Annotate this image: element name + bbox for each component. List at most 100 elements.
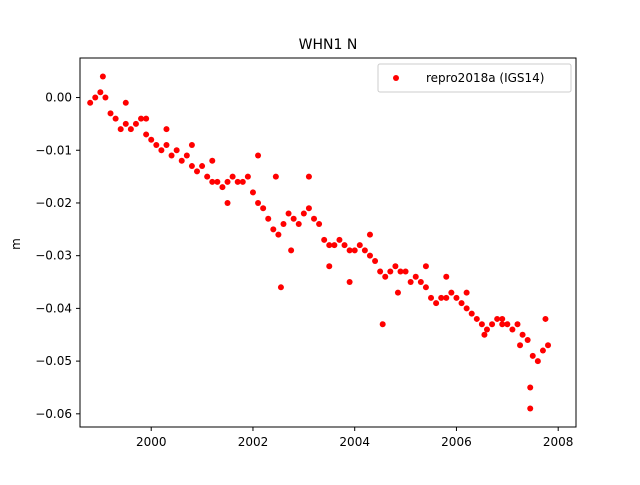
data-point — [534, 358, 541, 365]
data-point — [127, 126, 134, 133]
data-point — [143, 131, 150, 138]
data-point — [265, 215, 272, 222]
data-point — [270, 226, 277, 233]
data-point — [214, 178, 221, 185]
data-point — [387, 268, 394, 275]
data-point — [255, 199, 262, 206]
data-points — [87, 73, 552, 412]
data-point — [163, 141, 170, 148]
data-point — [249, 189, 256, 196]
data-point — [458, 300, 465, 307]
data-point — [316, 221, 323, 228]
data-point — [132, 120, 139, 127]
y-tick-label: −0.03 — [35, 249, 72, 263]
data-point — [382, 273, 389, 280]
data-point — [545, 342, 552, 349]
data-point — [438, 294, 445, 301]
data-point — [402, 268, 409, 275]
data-point — [478, 321, 485, 328]
data-point — [183, 152, 190, 159]
x-tick-label: 2008 — [543, 435, 574, 449]
data-point — [285, 210, 292, 217]
data-point — [224, 199, 231, 206]
data-point — [422, 284, 429, 291]
data-point — [224, 178, 231, 185]
x-tick-label: 2006 — [441, 435, 472, 449]
legend: repro2018a (IGS14) — [377, 63, 572, 93]
legend-label: repro2018a (IGS14) — [426, 71, 544, 85]
data-point — [188, 163, 195, 170]
data-point — [288, 247, 295, 254]
data-point — [199, 163, 206, 170]
data-point — [204, 173, 211, 180]
data-point — [99, 73, 106, 80]
data-point — [392, 263, 399, 270]
data-point — [234, 178, 241, 185]
data-point — [504, 321, 511, 328]
data-point — [517, 342, 524, 349]
data-point — [494, 315, 501, 322]
data-point — [346, 279, 353, 286]
data-point — [433, 300, 440, 307]
data-point — [326, 263, 333, 270]
data-point — [407, 279, 414, 286]
data-point — [260, 205, 267, 212]
plot-frame — [79, 57, 577, 428]
data-point — [275, 231, 282, 238]
data-point — [305, 205, 312, 212]
data-point — [366, 252, 373, 259]
data-point — [468, 310, 475, 317]
data-point — [356, 242, 363, 249]
data-point — [112, 115, 119, 122]
legend-box — [377, 63, 572, 93]
data-point — [448, 289, 455, 296]
data-point — [153, 141, 160, 148]
data-point — [509, 326, 516, 333]
data-point — [463, 289, 470, 296]
data-point — [107, 110, 114, 117]
data-point — [277, 284, 284, 291]
data-point — [527, 384, 534, 391]
data-point — [529, 352, 536, 359]
data-point — [173, 147, 180, 154]
y-tick-label: 0.00 — [45, 91, 72, 105]
data-point — [321, 236, 328, 243]
y-tick-label: −0.02 — [35, 196, 72, 210]
data-point — [92, 94, 99, 101]
y-tick-label: −0.05 — [35, 354, 72, 368]
data-point — [244, 173, 251, 180]
data-point — [422, 263, 429, 270]
data-point — [305, 173, 312, 180]
data-point — [397, 268, 404, 275]
data-point — [473, 315, 480, 322]
data-point — [138, 115, 145, 122]
data-point — [366, 231, 373, 238]
data-point — [361, 247, 368, 254]
data-point — [394, 289, 401, 296]
data-point — [341, 242, 348, 249]
data-point — [463, 305, 470, 312]
data-point — [443, 294, 450, 301]
data-point — [331, 242, 338, 249]
data-point — [87, 99, 94, 106]
data-point — [519, 331, 526, 338]
data-point — [168, 152, 175, 159]
data-point — [188, 141, 195, 148]
data-point — [194, 168, 201, 175]
data-point — [295, 221, 302, 228]
x-tick-label: 2004 — [339, 435, 370, 449]
data-point — [351, 247, 358, 254]
data-point — [524, 337, 531, 344]
y-tick-label: −0.06 — [35, 407, 72, 421]
data-point — [539, 347, 546, 354]
data-point — [377, 268, 384, 275]
legend-marker — [393, 75, 399, 81]
data-point — [453, 294, 460, 301]
data-point — [178, 157, 185, 164]
y-tick-label: −0.04 — [35, 301, 72, 315]
data-point — [417, 279, 424, 286]
x-axis-ticks: 2000 2002 2004 2006 2008 — [136, 427, 574, 449]
data-point — [346, 247, 353, 254]
